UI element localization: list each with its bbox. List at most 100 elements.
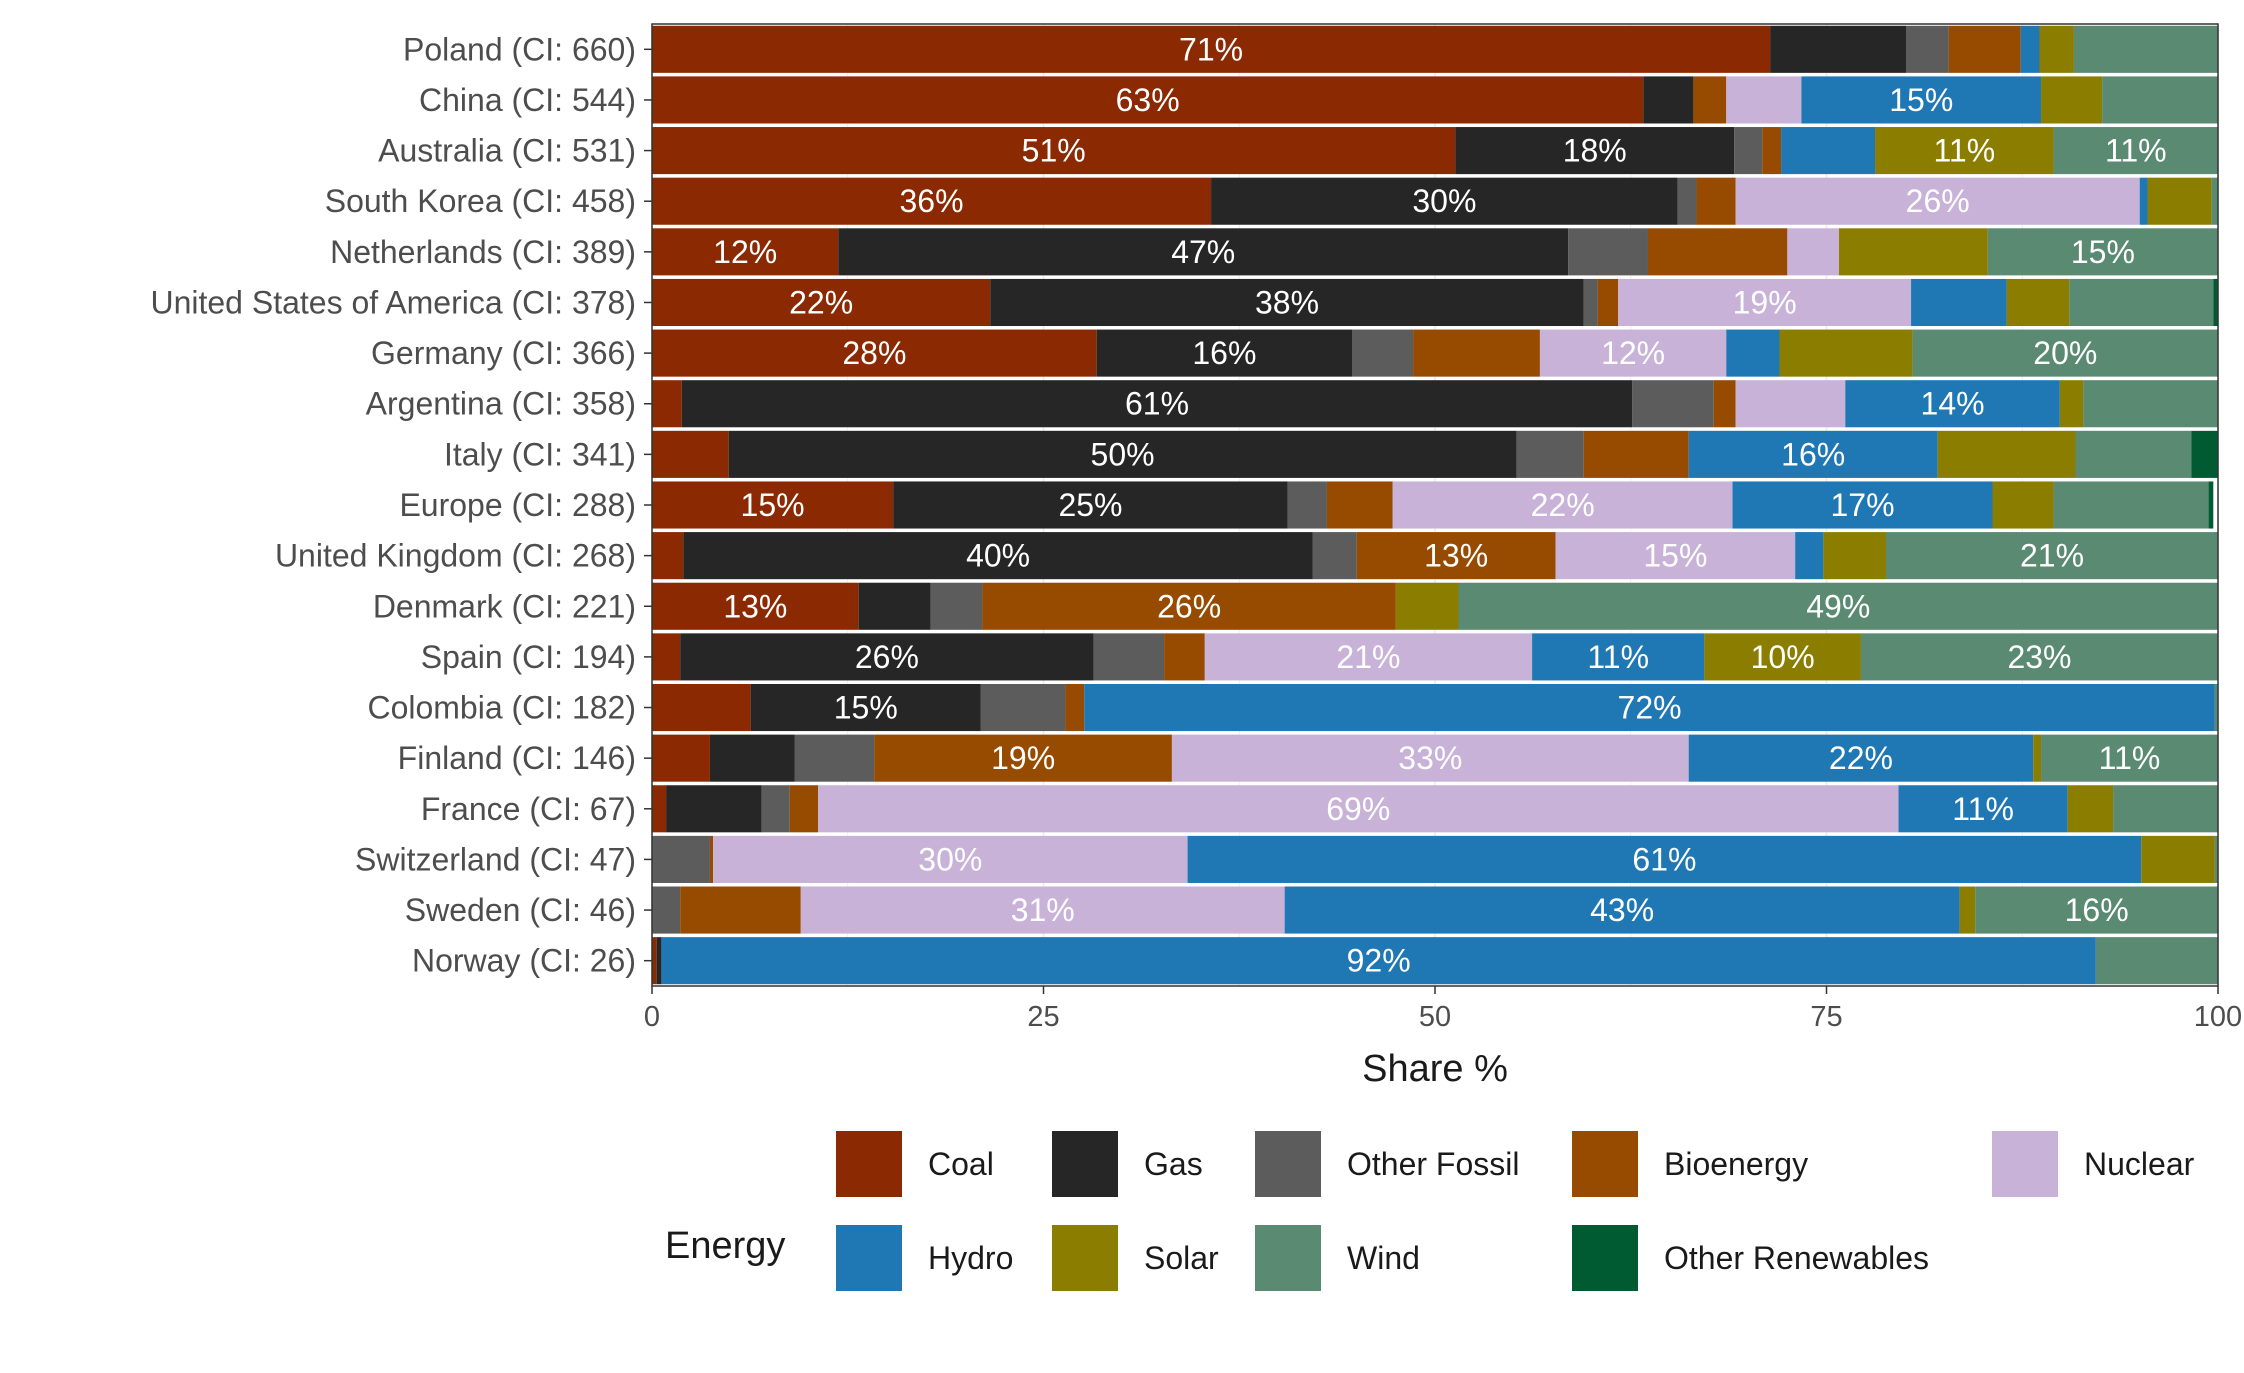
bar-segment-solar: [2033, 734, 2042, 782]
bar-segment-other-fossil: [761, 785, 790, 833]
bar-segment-coal: [652, 582, 859, 630]
data-label: 25%: [1058, 487, 1122, 523]
bar-segment-wind: [2102, 76, 2218, 124]
bar-segment-wind: [1860, 633, 2218, 681]
y-tick-label: United Kingdom (CI: 268): [275, 538, 636, 574]
x-axis: 0 25 50 75 100: [644, 986, 2242, 1033]
bar-segment-hydro: [1688, 430, 1938, 478]
bar-segment-wind: [2214, 835, 2218, 883]
bar-segment-bioenergy: [709, 835, 714, 883]
bar-segment-wind: [2211, 177, 2218, 225]
x-tick-label: 0: [644, 1001, 660, 1033]
y-tick-label: United States of America (CI: 378): [150, 284, 636, 320]
bar-segment-gas: [1455, 127, 1735, 175]
data-label: 38%: [1255, 284, 1319, 320]
data-label: 11%: [2105, 133, 2167, 169]
legend-key-other-renewables: [1572, 1225, 1638, 1291]
bar-segment-gas: [893, 481, 1288, 529]
y-tick-label: Spain (CI: 194): [421, 639, 636, 675]
y-tick-label: Germany (CI: 366): [371, 335, 636, 371]
bar-segment-nuclear: [1726, 76, 1802, 124]
data-label: 15%: [2071, 234, 2135, 270]
data-label: 61%: [1632, 841, 1696, 877]
data-label: 11%: [1933, 133, 1995, 169]
y-tick-label: France (CI: 67): [421, 791, 636, 827]
data-label: 13%: [1424, 538, 1488, 574]
bar-segment-bioenergy: [982, 582, 1396, 630]
data-label: 15%: [1889, 82, 1953, 118]
bar-segment-solar: [2059, 380, 2084, 428]
bar-segment-wind: [1975, 886, 2218, 934]
bar-segment-other-fossil: [1632, 380, 1714, 428]
bar-segment-coal: [652, 430, 729, 478]
bar-segment-bioenergy: [789, 785, 818, 833]
bar-segment-hydro: [1801, 76, 2042, 124]
bar-segment-hydro: [2139, 177, 2148, 225]
x-tick-label: 75: [1810, 1001, 1842, 1033]
bar-segment-hydro: [1911, 278, 2007, 327]
legend-key-other-fossil: [1255, 1131, 1321, 1197]
data-label: 16%: [1192, 335, 1256, 371]
bar-segment-bioenergy: [1696, 177, 1736, 225]
data-label: 49%: [1806, 588, 1870, 624]
bar-segment-wind: [2069, 278, 2214, 327]
data-label: 71%: [1179, 31, 1243, 67]
bar-segment-solar: [2039, 25, 2074, 73]
data-label: 31%: [1011, 892, 1075, 928]
data-label: 36%: [900, 183, 964, 219]
bar-segment-gas: [683, 532, 1313, 580]
bar-segment-hydro: [1532, 633, 1705, 681]
data-label: 21%: [1336, 639, 1400, 675]
data-label: 22%: [1829, 740, 1893, 776]
legend-label: Coal: [928, 1146, 994, 1182]
y-axis: Poland (CI: 660) China (CI: 544) Australia…: [150, 31, 652, 979]
y-tick-label: Argentina (CI: 358): [366, 386, 636, 422]
bar-segment-hydro: [1726, 329, 1780, 377]
legend-key-nuclear: [1992, 1131, 2058, 1197]
bar-segment-solar: [2147, 177, 2212, 225]
bar-segment-solar: [1839, 228, 1988, 276]
y-tick-label: Switzerland (CI: 47): [355, 841, 636, 877]
data-label: 21%: [2020, 538, 2084, 574]
bar-segment-hydro: [1284, 886, 1960, 934]
bar-segment-gas: [858, 582, 931, 630]
data-label: 11%: [2099, 740, 2161, 776]
bar-segment-other-fossil: [1583, 278, 1598, 327]
bar-segment-nuclear: [1735, 177, 2140, 225]
bar-segment-hydro: [661, 937, 2096, 985]
bar-segment-nuclear: [817, 785, 1899, 833]
bar-segment-solar: [1959, 886, 1976, 934]
bar-segment-wind: [1458, 582, 2218, 630]
bar-segment-other-fossil: [1352, 329, 1414, 377]
x-tick-label: 25: [1027, 1001, 1059, 1033]
bar-segment-gas: [750, 683, 981, 732]
data-label: 47%: [1171, 234, 1235, 270]
bar-segment-gas: [709, 734, 795, 782]
bar-segment-other-fossil: [652, 886, 681, 934]
bar-segment-nuclear: [1555, 532, 1796, 580]
data-label: 14%: [1921, 386, 1985, 422]
bar-segment-solar: [1875, 127, 2054, 175]
bar-segment-hydro: [1781, 127, 1876, 175]
bar-segment-coal: [652, 278, 991, 327]
y-tick-label: Europe (CI: 288): [399, 487, 636, 523]
bar-segment-gas: [681, 380, 1633, 428]
bars-layer: [652, 25, 2218, 985]
bar-segment-bioenergy: [874, 734, 1172, 782]
data-label: 13%: [723, 588, 787, 624]
bar-segment-wind: [2075, 430, 2192, 478]
bar-segment-wind: [2214, 683, 2218, 732]
data-label: 12%: [1601, 335, 1665, 371]
bar-segment-wind: [2083, 380, 2218, 428]
bar-segment-bioenergy: [1413, 329, 1540, 377]
data-label: 17%: [1830, 487, 1894, 523]
bar-segment-other-renewables: [2208, 481, 2214, 529]
bar-segment-gas: [728, 430, 1517, 478]
y-tick-label: Italy (CI: 341): [444, 436, 636, 472]
bar-segment-solar: [1937, 430, 2076, 478]
bar-segment-coal: [652, 127, 1456, 175]
data-label: 20%: [2033, 335, 2097, 371]
x-axis-title: Share %: [1362, 1048, 1508, 1090]
bar-segment-solar: [1823, 532, 1887, 580]
bar-segment-bioenergy: [1762, 127, 1782, 175]
